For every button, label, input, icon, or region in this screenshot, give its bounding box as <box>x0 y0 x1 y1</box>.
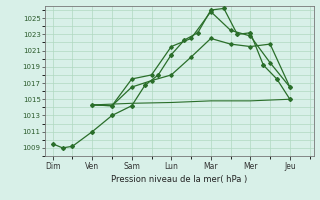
X-axis label: Pression niveau de la mer( hPa ): Pression niveau de la mer( hPa ) <box>111 175 247 184</box>
